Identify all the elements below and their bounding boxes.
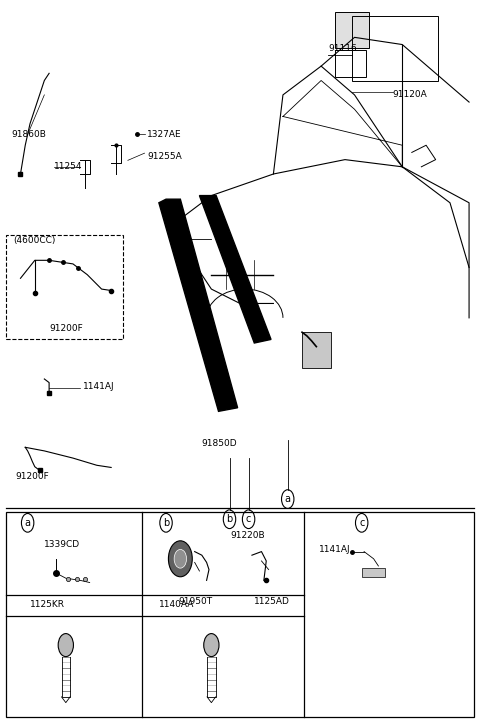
Bar	[302, 332, 331, 368]
Bar	[336, 50, 366, 77]
Text: a: a	[24, 518, 31, 528]
Text: 91860B: 91860B	[11, 130, 46, 139]
Text: c: c	[359, 518, 364, 528]
Text: 91116: 91116	[328, 44, 357, 53]
Text: 1339CD: 1339CD	[44, 540, 81, 549]
Text: 1140AA: 1140AA	[159, 599, 194, 609]
Text: 91950T: 91950T	[178, 597, 212, 606]
Polygon shape	[159, 199, 238, 412]
Polygon shape	[199, 196, 271, 343]
Text: 91200F: 91200F	[49, 324, 83, 333]
Text: 91200F: 91200F	[16, 471, 49, 481]
Circle shape	[174, 549, 187, 568]
Text: b: b	[227, 514, 233, 524]
Text: 91220B: 91220B	[230, 531, 265, 539]
Bar	[6, 235, 123, 339]
Text: 1141AJ: 1141AJ	[83, 383, 114, 391]
Circle shape	[58, 634, 73, 656]
Text: 1125KR: 1125KR	[30, 599, 65, 609]
Bar	[352, 16, 438, 81]
Text: 1327AE: 1327AE	[147, 130, 181, 139]
Text: a: a	[285, 494, 291, 504]
Text: 91120A: 91120A	[393, 90, 428, 100]
Bar	[362, 568, 384, 577]
Bar	[336, 12, 369, 48]
Text: 91850D: 91850D	[202, 439, 238, 448]
Text: 11254: 11254	[54, 162, 83, 171]
Text: 1141AJ: 1141AJ	[319, 545, 350, 554]
Text: b: b	[163, 518, 169, 528]
Circle shape	[168, 541, 192, 577]
Text: (4600CC): (4600CC)	[13, 235, 56, 245]
Circle shape	[204, 634, 219, 656]
Bar	[6, 512, 474, 717]
Text: 91255A: 91255A	[147, 152, 182, 160]
Text: c: c	[246, 514, 251, 524]
Text: 1125AD: 1125AD	[254, 597, 290, 606]
